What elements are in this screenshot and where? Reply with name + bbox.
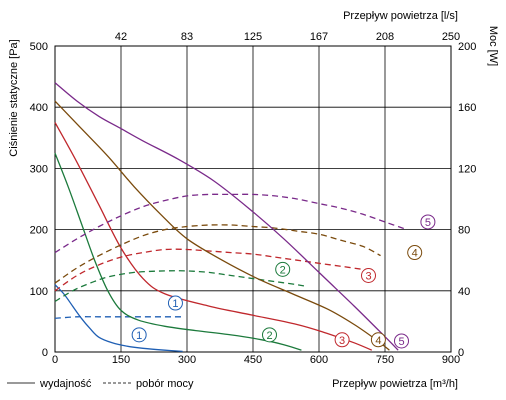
top-tick-label: 42 <box>115 31 127 43</box>
power-curve-series-2 <box>54 270 306 303</box>
right-tick-label: 40 <box>458 286 470 298</box>
pressure-curve-series-3 <box>54 122 373 351</box>
pressure-curve-series-2 <box>54 152 302 351</box>
series-marker-circle-1 <box>167 295 183 311</box>
series-marker-circle-2 <box>275 261 291 277</box>
right-axis-label: Moc [W] <box>487 26 499 66</box>
legend: wydajność pobór mocy <box>7 378 194 390</box>
series-marker-circle-5 <box>394 333 409 349</box>
right-axis-ticks: 0 40 80 120 160 200 <box>458 41 476 359</box>
top-tick-label: 125 <box>244 31 262 43</box>
series-marker-label-2: 2 <box>266 330 272 342</box>
left-tick-label: 500 <box>30 41 48 53</box>
left-tick-label: 0 <box>42 347 48 359</box>
series-marker-circle-3 <box>361 268 376 283</box>
left-tick-label: 200 <box>30 225 48 237</box>
series-marker-label-4: 4 <box>375 335 381 347</box>
left-tick-label: 400 <box>30 102 48 114</box>
series-marker-label-3: 3 <box>365 271 371 283</box>
top-axis-ticks: 42 83 125 167 208 250 <box>115 31 460 43</box>
bottom-tick-label: 150 <box>112 354 130 366</box>
series-marker-label-4: 4 <box>412 248 418 260</box>
left-tick-label: 300 <box>30 163 48 175</box>
series-marker-circle-2 <box>262 327 277 343</box>
left-axis-label: Ciśnienie statyczne [Pa] <box>8 39 20 156</box>
bottom-tick-label: 0 <box>52 354 58 366</box>
bottom-axis-label: Przepływ powietrza [m³/h] <box>332 378 458 390</box>
top-tick-label: 167 <box>310 31 328 43</box>
pressure-curve-series-1 <box>54 284 183 353</box>
top-axis-label: Przepływ powietrza [l/s] <box>343 10 458 22</box>
right-tick-label: 160 <box>458 102 476 114</box>
power-curve-series-1 <box>54 316 183 319</box>
series-marker-label-5: 5 <box>425 217 431 229</box>
grid <box>55 46 451 352</box>
series-marker-circle-4 <box>407 245 423 261</box>
series-marker-label-2: 2 <box>280 264 286 276</box>
power-curve-series-4 <box>54 224 381 284</box>
series-marker-circle-1 <box>131 327 147 343</box>
series-marker-label-3: 3 <box>339 335 345 347</box>
plot-frame <box>54 45 452 353</box>
top-tick-label: 208 <box>376 31 394 43</box>
series-marker-label-5: 5 <box>398 336 404 348</box>
bottom-tick-label: 900 <box>442 354 460 366</box>
series-marker-circle-4 <box>370 332 386 348</box>
series-marker-label-1: 1 <box>136 330 142 342</box>
bottom-axis-ticks: 0 150 300 450 600 750 900 <box>52 354 460 366</box>
right-tick-label: 120 <box>458 163 476 175</box>
series-marker-circle-5 <box>420 214 436 230</box>
pressure-curve-series-4 <box>54 100 390 351</box>
bottom-tick-label: 600 <box>310 354 328 366</box>
top-tick-label: 250 <box>442 31 460 43</box>
series-marker-circle-3 <box>334 332 350 348</box>
bottom-tick-label: 300 <box>178 354 196 366</box>
bottom-tick-label: 750 <box>376 354 394 366</box>
series-layer <box>54 82 408 353</box>
legend-solid-label: wydajność <box>39 378 92 390</box>
bottom-tick-label: 450 <box>244 354 262 366</box>
right-tick-label: 200 <box>458 41 476 53</box>
right-tick-label: 0 <box>458 347 464 359</box>
legend-dashed-label: pobór mocy <box>136 378 194 390</box>
top-tick-label: 83 <box>181 31 193 43</box>
left-tick-label: 100 <box>30 286 48 298</box>
right-tick-label: 80 <box>458 225 470 237</box>
power-curve-series-3 <box>54 248 364 292</box>
series-marker-label-1: 1 <box>172 298 178 310</box>
left-axis-ticks: 0 100 200 300 400 500 <box>30 41 48 359</box>
pressure-curve-series-5 <box>54 82 399 351</box>
series-annotations: 1 1 2 2 3 3 4 4 5 5 <box>131 214 436 349</box>
